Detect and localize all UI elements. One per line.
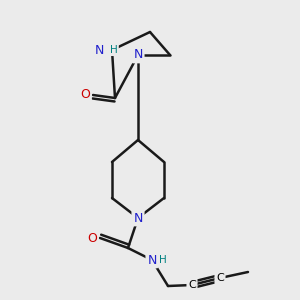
Text: H: H [110, 45, 118, 55]
Text: H: H [159, 255, 167, 265]
Text: O: O [87, 232, 97, 244]
Text: N: N [133, 212, 143, 224]
Text: N: N [133, 49, 143, 62]
Text: O: O [80, 88, 90, 101]
Text: N: N [147, 254, 157, 266]
Text: C: C [216, 273, 224, 283]
Text: N: N [94, 44, 104, 56]
Text: C: C [188, 280, 196, 290]
